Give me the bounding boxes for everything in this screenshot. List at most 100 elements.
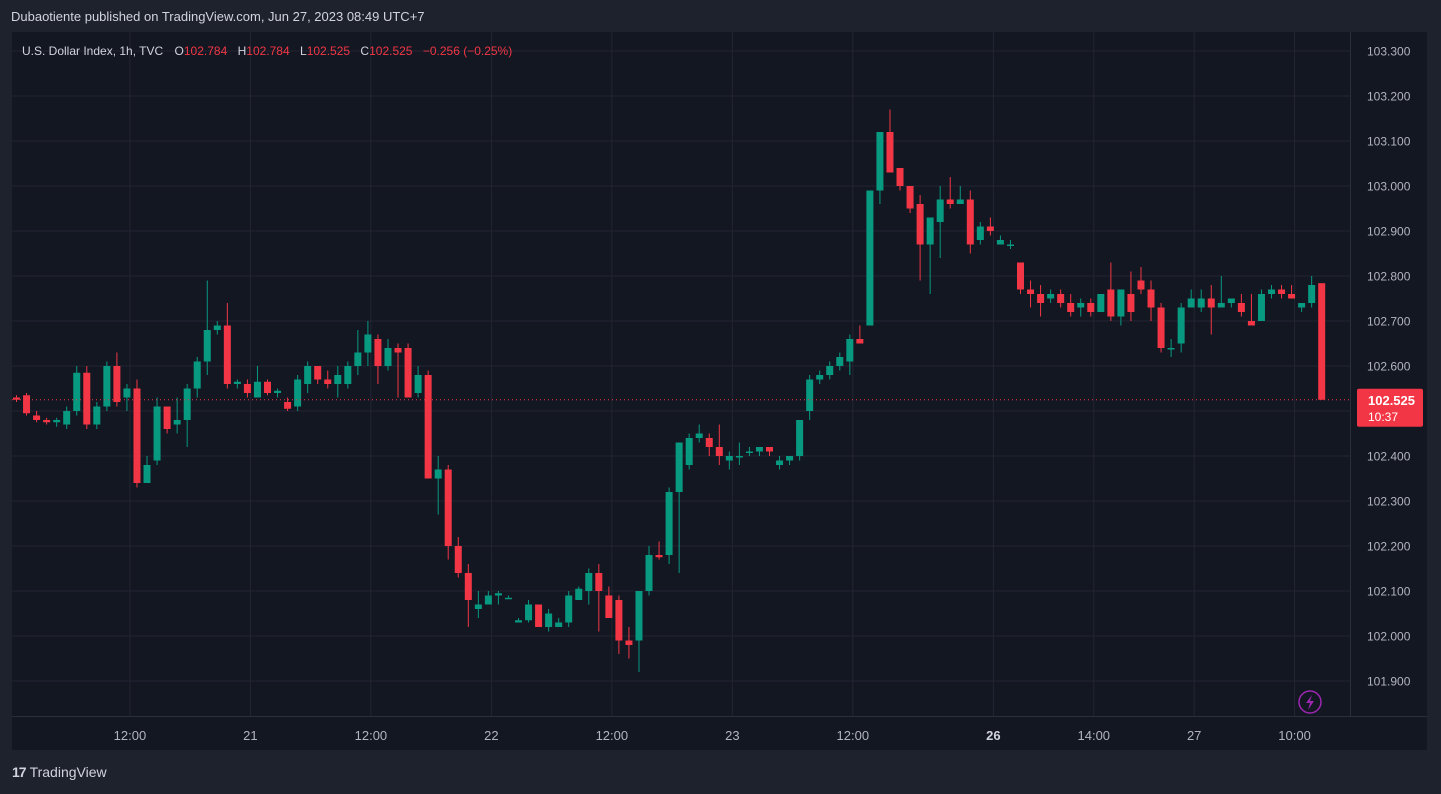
candle xyxy=(605,586,613,618)
candle xyxy=(796,420,804,461)
candle xyxy=(745,447,753,456)
candle xyxy=(886,109,894,173)
candle xyxy=(414,366,422,398)
low-label: L xyxy=(300,44,307,58)
candle xyxy=(986,217,994,236)
candle xyxy=(73,366,81,416)
candle xyxy=(906,186,914,213)
price-badge-countdown: 10:37 xyxy=(1368,410,1398,424)
candle xyxy=(826,361,834,380)
candle xyxy=(1157,303,1165,353)
candle xyxy=(143,456,151,483)
lightning-icon[interactable] xyxy=(1298,690,1322,714)
price-tick-label: 101.900 xyxy=(1367,675,1411,689)
candle xyxy=(866,190,874,326)
candle xyxy=(635,591,643,672)
candle xyxy=(555,618,563,627)
candle xyxy=(525,600,533,623)
tradingview-logo-icon: 17 xyxy=(12,764,27,780)
candle xyxy=(1247,294,1255,326)
price-tick-label: 102.100 xyxy=(1367,585,1411,599)
price-tick-label: 103.100 xyxy=(1367,135,1411,149)
candle xyxy=(424,370,432,479)
candle xyxy=(113,352,121,407)
candle xyxy=(1006,240,1014,249)
candle xyxy=(203,280,211,375)
time-axis: 12:00 21 12:00 22 12:00 23 12:00 26 14:00 27 10:00 xyxy=(12,716,1427,743)
price-tick-label: 102.200 xyxy=(1367,540,1411,554)
candle xyxy=(494,591,502,605)
candle xyxy=(766,447,773,456)
price-tick-label: 102.600 xyxy=(1367,360,1411,374)
candle xyxy=(334,366,342,398)
open-value: 102.784 xyxy=(183,44,228,58)
candle xyxy=(655,541,663,560)
time-tick-label: 12:00 xyxy=(837,728,870,743)
candle xyxy=(685,433,693,470)
candle xyxy=(264,379,271,396)
candle xyxy=(474,591,482,618)
candle xyxy=(1047,289,1055,303)
candle xyxy=(946,177,954,209)
candle xyxy=(816,370,824,384)
candle xyxy=(1057,289,1065,308)
candle xyxy=(233,379,241,389)
candle xyxy=(735,442,743,465)
time-tick-label: 27 xyxy=(1187,728,1201,743)
candle xyxy=(896,168,904,191)
candle xyxy=(846,334,854,375)
candles xyxy=(13,109,1326,672)
candle xyxy=(936,186,944,258)
candle xyxy=(163,406,171,434)
time-tick-label: 12:00 xyxy=(355,728,388,743)
brand-name: TradingView xyxy=(29,764,107,780)
candle xyxy=(1177,303,1185,353)
candle xyxy=(1117,289,1125,326)
candle xyxy=(1227,298,1235,308)
candle xyxy=(786,456,794,465)
candle xyxy=(976,222,984,245)
candle xyxy=(1127,271,1135,321)
candle xyxy=(615,595,623,654)
candle xyxy=(484,591,492,605)
candle xyxy=(645,546,653,596)
candle xyxy=(324,370,332,389)
candle xyxy=(464,564,472,627)
time-tick-label: 10:00 xyxy=(1278,728,1311,743)
price-tick-label: 102.900 xyxy=(1367,225,1411,239)
candle xyxy=(1217,276,1225,308)
candle xyxy=(43,417,51,425)
time-tick-label: 26 xyxy=(986,728,1000,743)
candle xyxy=(243,379,251,398)
chart-grid xyxy=(12,32,1350,716)
candle xyxy=(1017,262,1024,294)
candle xyxy=(1137,267,1145,294)
candle xyxy=(966,190,974,254)
candle xyxy=(776,456,784,470)
price-tick-label: 102.000 xyxy=(1367,630,1411,644)
candle xyxy=(755,447,763,456)
candle xyxy=(294,375,302,411)
candle xyxy=(103,361,111,411)
candle xyxy=(1097,294,1105,312)
candle xyxy=(213,321,221,335)
candle xyxy=(565,591,573,627)
candle xyxy=(504,595,512,600)
candle xyxy=(93,402,101,429)
candle xyxy=(1237,294,1245,317)
candle xyxy=(434,456,442,515)
open-label: O xyxy=(174,44,184,58)
candle xyxy=(575,586,583,600)
candle xyxy=(1167,339,1175,357)
tradingview-brand[interactable]: 17 TradingView xyxy=(12,764,107,780)
candle xyxy=(725,451,733,470)
candle xyxy=(585,568,593,605)
candle xyxy=(1087,298,1095,317)
candle xyxy=(665,487,673,564)
candle xyxy=(223,303,231,389)
candle xyxy=(1308,276,1316,308)
candle xyxy=(404,343,412,398)
price-tick-label: 102.800 xyxy=(1367,270,1411,284)
candle xyxy=(836,352,844,371)
